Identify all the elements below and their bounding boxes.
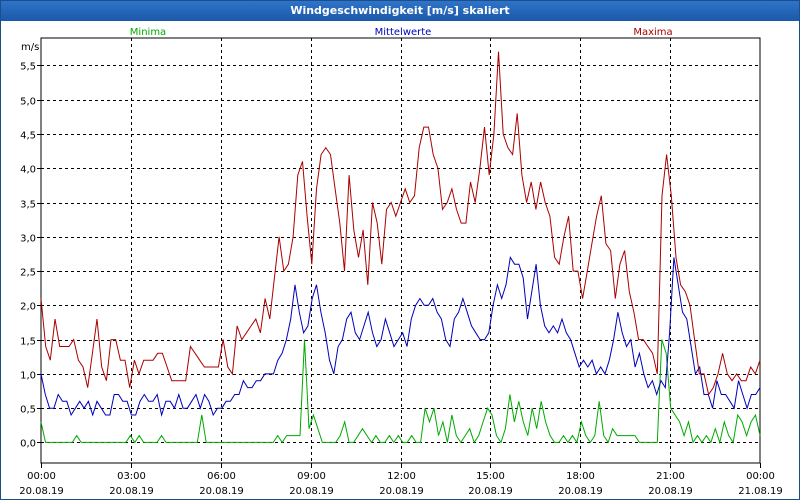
series-line-minima [40, 339, 761, 445]
y-tick-label: 2,5 [20, 268, 36, 279]
x-tick-date: 20.08.19 [558, 486, 603, 497]
y-tick-label: 5,0 [20, 97, 36, 108]
y-axis-label: m/s [21, 42, 39, 53]
x-tick-time: 18:00 [566, 471, 595, 482]
x-tick-time: 06:00 [207, 471, 236, 482]
y-tick-label: 5,5 [20, 62, 36, 73]
y-tick-label: 1,0 [20, 371, 36, 382]
x-tick-date: 21.08.19 [738, 486, 783, 497]
x-tick-time: 15:00 [476, 471, 505, 482]
x-tick-date: 20.08.19 [379, 486, 424, 497]
wind-speed-chart: 0,0 0,5 1,0 1,5 2,0 2,5 3,0 3,5 4,0 4,5 5,0 5,5 m/s 0… [19, 27, 783, 497]
x-tick-time: 12:00 [387, 471, 416, 482]
x-tick-date: 20.08.19 [199, 486, 244, 497]
x-tick-date: 20.08.19 [109, 486, 154, 497]
legend-mittelwerte: Mittelwerte [375, 27, 432, 38]
series-line-maxima [40, 51, 761, 396]
y-tick-label: 4,5 [20, 131, 36, 142]
x-tick-time: 00:00 [746, 471, 775, 482]
y-tick-label: 0,5 [20, 405, 36, 416]
x-tick-time: 00:00 [27, 471, 56, 482]
x-tick-time: 21:00 [656, 471, 685, 482]
y-tick-label: 3,5 [20, 200, 36, 211]
y-tick-label: 3,0 [20, 234, 36, 245]
x-tick-date: 20.08.19 [648, 486, 693, 497]
x-tick-date: 20.08.19 [19, 486, 64, 497]
x-tick-date: 20.08.19 [289, 486, 334, 497]
window-title: Windgeschwindigkeit [m/s] skaliert [1, 1, 799, 21]
y-tick-label: 1,5 [20, 337, 36, 348]
legend-minima: Minima [130, 27, 166, 38]
y-tick-label: 4,0 [20, 165, 36, 176]
y-tick-label: 2,0 [20, 302, 36, 313]
series-line-mittelwerte [40, 256, 761, 417]
y-tick-label: 0,0 [20, 439, 36, 450]
x-tick-date: 20.08.19 [468, 486, 513, 497]
plot-area [40, 37, 761, 464]
x-tick-time: 09:00 [297, 471, 326, 482]
legend-maxima: Maxima [633, 27, 672, 38]
x-tick-time: 03:00 [117, 471, 146, 482]
